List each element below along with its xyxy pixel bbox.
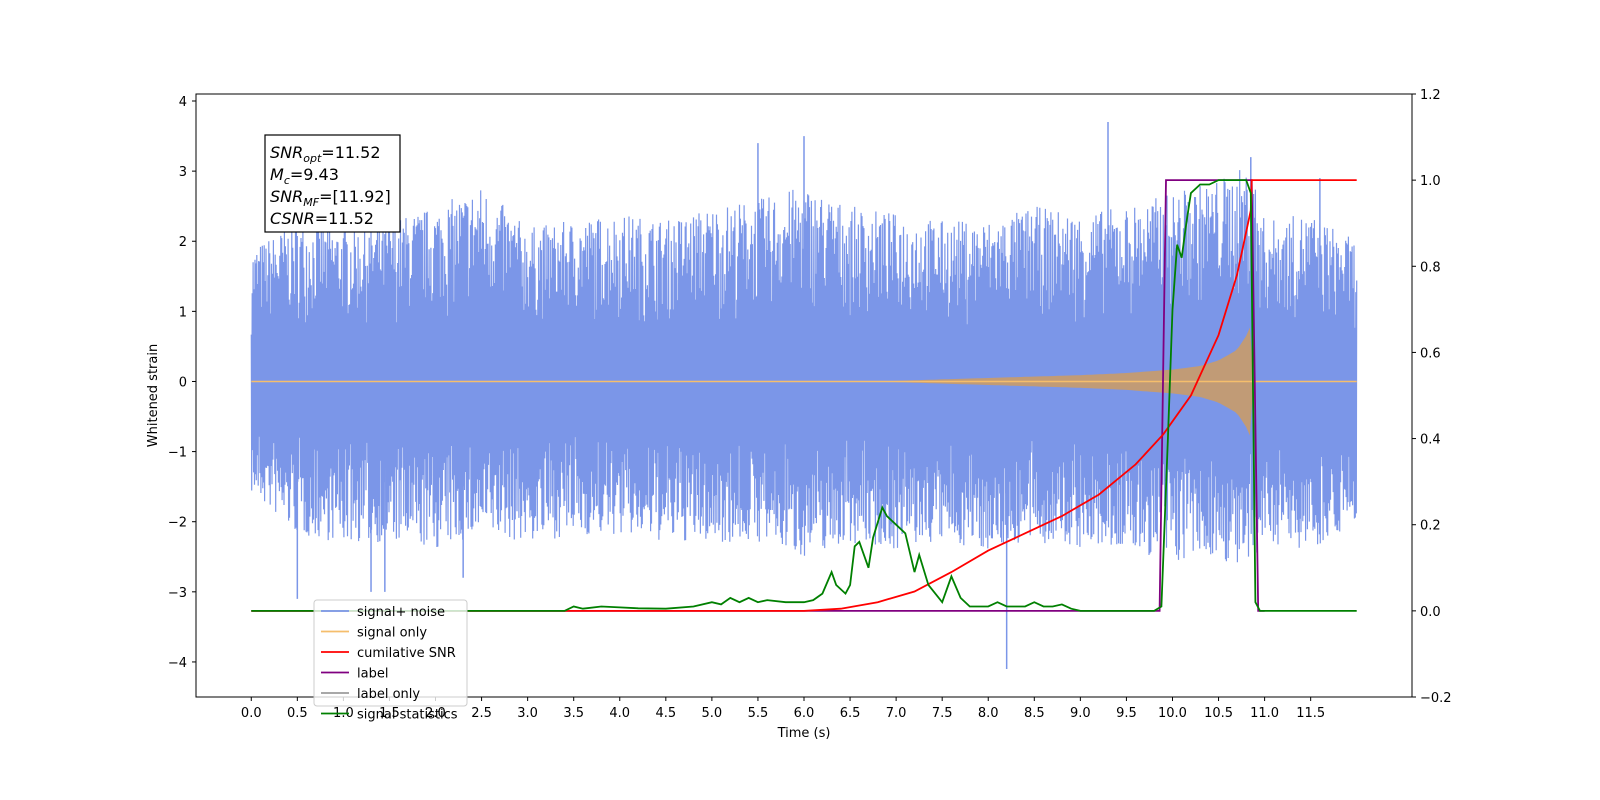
x-tick-label: 5.5 bbox=[748, 706, 769, 721]
x-tick-label: 4.5 bbox=[655, 706, 676, 721]
x-tick-label: 0.0 bbox=[241, 706, 262, 721]
y-left-tick-label: −3 bbox=[168, 586, 187, 601]
x-tick-label: 0.5 bbox=[287, 706, 308, 721]
annotation-frame bbox=[264, 134, 401, 233]
x-tick-label: 11.5 bbox=[1296, 706, 1325, 721]
y-right-tick-label: 0.2 bbox=[1420, 519, 1441, 534]
series-cumulative-snr bbox=[251, 179, 1357, 612]
x-tick-label: 6.5 bbox=[840, 706, 861, 721]
y-left-tick-label: 0 bbox=[179, 375, 187, 390]
y-right-tick-label: −0.2 bbox=[1420, 691, 1452, 706]
y-left-tick-label: 4 bbox=[179, 95, 187, 110]
x-tick-label: 10.0 bbox=[1158, 706, 1187, 721]
x-tick-label: 3.5 bbox=[563, 706, 584, 721]
x-axis-label: Time (s) bbox=[777, 726, 831, 741]
axes: 0.0 0.5 1.0 1.5 2.0 2.5 3.0 3.5 4.0 4.5 5.0 5.5 6.0 6… bbox=[168, 88, 1452, 721]
x-tick-label: 8.0 bbox=[978, 706, 999, 721]
x-tick-label: 1.5 bbox=[379, 706, 400, 721]
y-left-tick-label: 3 bbox=[179, 165, 187, 180]
annotation-line: SNRopt=11.52 bbox=[270, 143, 381, 165]
x-tick-label: 2.5 bbox=[471, 706, 492, 721]
x-tick-label: 9.5 bbox=[1116, 706, 1137, 721]
y-right-tick-label: 0.4 bbox=[1420, 433, 1441, 448]
annotation-line: SNRMF=[11.92] bbox=[270, 187, 391, 209]
series-signal-noise bbox=[250, 170, 1358, 563]
x-tick-label: 5.0 bbox=[702, 706, 723, 721]
y-right-tick-label: 1.0 bbox=[1420, 174, 1441, 189]
annotation-line: Mc=9.43 bbox=[270, 165, 339, 187]
y-left-tick-label: −4 bbox=[168, 656, 187, 671]
y-left-tick-label: 1 bbox=[179, 305, 187, 320]
x-tick-label: 4.0 bbox=[609, 706, 630, 721]
series-signal-statistics bbox=[251, 179, 1357, 612]
legend-entry: label only bbox=[357, 687, 420, 702]
legend-entry: cumilative SNR bbox=[357, 646, 456, 661]
x-tick-label: 2.0 bbox=[425, 706, 446, 721]
legend-entry: signal statistics bbox=[357, 708, 458, 723]
legend-entry: signal+ noise bbox=[357, 605, 445, 620]
x-tick-label: 6.0 bbox=[794, 706, 815, 721]
y-right-tick-label: 1.2 bbox=[1420, 88, 1441, 103]
y-right-tick-label: 0.6 bbox=[1420, 346, 1441, 361]
legend-entry: label bbox=[357, 667, 388, 682]
y-right-tick-label: 0.0 bbox=[1420, 605, 1441, 620]
y-left-tick-label: −2 bbox=[168, 516, 187, 531]
stats-annotation-box: SNRopt=11.52Mc=9.43SNRMF=[11.92]CSNR=11.… bbox=[264, 134, 401, 233]
y-axis-label: Whitened strain bbox=[146, 344, 161, 447]
x-tick-label: 7.5 bbox=[932, 706, 953, 721]
x-tick-label: 10.5 bbox=[1204, 706, 1233, 721]
plot-area bbox=[250, 122, 1358, 669]
annotation-line: CSNR=11.52 bbox=[270, 209, 374, 228]
x-tick-label: 7.0 bbox=[886, 706, 907, 721]
x-tick-label: 8.5 bbox=[1024, 706, 1045, 721]
legend-frame bbox=[313, 599, 468, 707]
y-left-tick-label: −1 bbox=[168, 446, 187, 461]
y-left-tick-label: 2 bbox=[179, 235, 187, 250]
x-tick-label: 9.0 bbox=[1070, 706, 1091, 721]
legend: signal+ noise signal only cumilative SNR la… bbox=[313, 599, 468, 723]
x-tick-label: 11.0 bbox=[1250, 706, 1279, 721]
y-right-tick-label: 0.8 bbox=[1420, 260, 1441, 275]
legend-entry: signal only bbox=[357, 626, 427, 641]
x-tick-label: 3.0 bbox=[517, 706, 538, 721]
